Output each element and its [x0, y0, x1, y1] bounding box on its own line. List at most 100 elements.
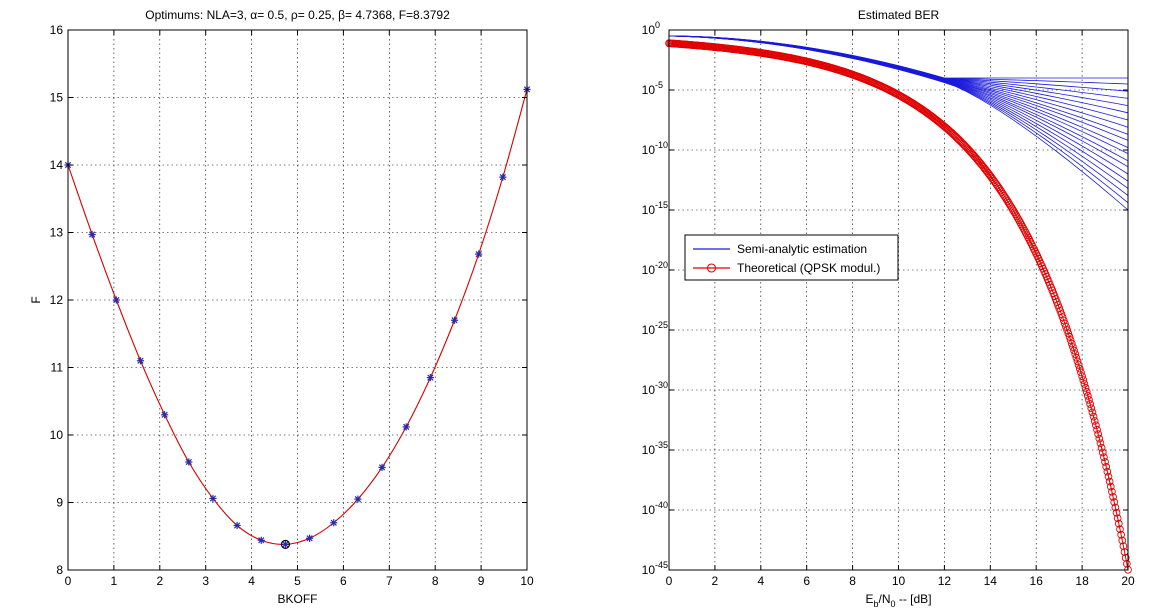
left-y-tick-label: 14: [50, 158, 64, 172]
right-grid: [669, 30, 1128, 570]
theoretical-marker: [1101, 458, 1109, 466]
star-marker-d2: [137, 357, 144, 364]
theoretical-marker: [1102, 462, 1111, 471]
theoretical-marker: [1121, 553, 1130, 562]
theoretical-marker: [1092, 421, 1100, 430]
x-label-part: E: [865, 592, 873, 606]
left-data-point: [209, 494, 217, 503]
right-y-tick-exponent: -35: [655, 440, 668, 450]
theoretical-marker: [1008, 204, 1016, 213]
legend: Semi-analytic estimation Theoretical (QPS…: [684, 234, 899, 281]
theoretical-marker: [1094, 430, 1103, 439]
right-y-tick-exponent: -25: [655, 320, 668, 330]
semi-analytic-curve: [668, 35, 1129, 211]
right-x-tick-label: 14: [984, 574, 998, 588]
star-marker-d2: [185, 458, 192, 466]
right-x-axis-label: Eb/N0 -- [dB]: [865, 592, 931, 609]
left-chart-title: Optimums: NLA=3, α= 0.5, ρ= 0.25, β= 4.7…: [145, 8, 450, 22]
left-data-point: [426, 374, 434, 382]
left-data-point: [112, 296, 120, 304]
left-y-axis-label: F: [29, 296, 43, 303]
left-data-point: [402, 423, 410, 431]
theoretical-marker: [1077, 368, 1085, 377]
theoretical-marker: [1083, 392, 1092, 400]
x-label-subscript: 0: [891, 599, 896, 609]
theoretical-marker: [1020, 226, 1029, 235]
theoretical-marker: [1122, 559, 1131, 568]
left-x-axis-label: BKOFF: [277, 592, 317, 606]
semi-analytic-curve: [668, 35, 1129, 85]
left-data-point: [354, 495, 362, 503]
right-y-tick-label: 10: [642, 383, 656, 397]
right-y-tick-label: 10: [642, 563, 656, 577]
left-x-tick-label: 10: [520, 574, 534, 588]
theoretical-marker: [1078, 372, 1086, 381]
theoretical-marker: [1082, 387, 1091, 396]
left-x-tick-label: 0: [65, 574, 72, 588]
right-y-tick-exponent: -20: [655, 260, 668, 270]
theoretical-marker: [1061, 319, 1069, 328]
theoretical-marker: [1010, 208, 1019, 217]
theoretical-marker: [1019, 224, 1028, 233]
right-x-tick-label: 4: [757, 574, 764, 588]
star-marker-d2: [427, 374, 434, 381]
theoretical-marker: [1112, 508, 1121, 517]
right-chart-title: Estimated BER: [858, 8, 940, 22]
star-marker-d2: [233, 522, 241, 529]
theoretical-marker: [1062, 323, 1070, 331]
star-marker-d2: [161, 411, 168, 418]
theoretical-marker: [1011, 210, 1020, 219]
right-x-tick-label: 2: [712, 574, 719, 588]
left-x-tick-label: 9: [478, 574, 485, 588]
left-data-point: [330, 519, 338, 527]
right-y-tick-label: 10: [642, 443, 656, 457]
left-data-point: [161, 411, 169, 419]
theoretical-marker: [1015, 216, 1023, 225]
theoretical-marker: [1093, 425, 1101, 434]
theoretical-marker: [1013, 214, 1022, 223]
theoretical-marker: [1071, 350, 1080, 358]
right-x-tick-label: 16: [1030, 574, 1044, 588]
right-x-tick-label: 8: [849, 574, 856, 588]
theoretical-marker: [1009, 206, 1018, 215]
theoretical-line: [668, 42, 1129, 570]
right-y-tick-exponent: -5: [655, 80, 663, 90]
right-y-tick-label: 10: [642, 263, 656, 277]
theoretical-marker: [1074, 361, 1083, 369]
right-y-tick-label: 10: [642, 83, 656, 97]
theoretical-marker: [1086, 400, 1094, 408]
left-data-point: [475, 250, 483, 258]
star-marker-d2: [89, 231, 96, 238]
star-marker-d2: [282, 541, 289, 548]
star-marker-d2: [499, 174, 506, 181]
left-y-tick-label: 15: [50, 91, 64, 105]
star-marker-d2: [113, 296, 120, 304]
star-marker-d2: [403, 423, 410, 431]
left-data-point: [305, 534, 314, 542]
left-x-tick-label: 6: [340, 574, 347, 588]
left-data-point: [499, 173, 507, 181]
theoretical-marker: [1088, 408, 1097, 417]
left-data-point: [136, 357, 145, 365]
star-marker-d2: [209, 495, 217, 502]
theoretical-marker: [1108, 487, 1116, 496]
right-x-tick-label: 18: [1075, 574, 1089, 588]
theoretical-marker: [1070, 346, 1078, 355]
x-label-subscript: b: [873, 599, 878, 609]
left-data-point: [257, 536, 265, 544]
left-x-tick-label: 8: [432, 574, 439, 588]
theoretical-marker: [1117, 530, 1125, 539]
right-x-tick-label: 10: [892, 574, 906, 588]
theoretical-marker: [1017, 220, 1026, 229]
theoretical-marker: [1075, 364, 1084, 373]
left-data-point: [281, 540, 290, 549]
theoretical-marker: [1116, 525, 1124, 534]
right-y-tick-label: 10: [642, 143, 656, 157]
theoretical-marker: [1067, 339, 1076, 348]
star-marker-d2: [378, 464, 386, 471]
left-grid: [68, 30, 527, 570]
theoretical-marker: [1109, 493, 1117, 501]
theoretical-marker: [1066, 336, 1075, 345]
